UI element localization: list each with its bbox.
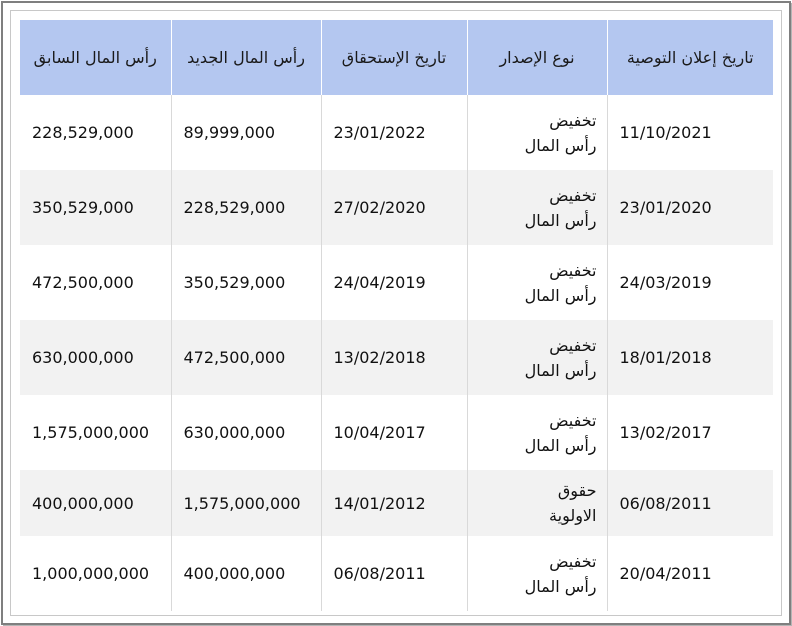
cell-issue-type: تخفيض رأس المال [466, 170, 607, 245]
cell-announcement-date: 11/10/2021 [606, 95, 773, 170]
table-row: 24/03/2019 تخفيض رأس المال 24/04/2019 35… [20, 245, 773, 320]
cell-issue-type: تخفيض رأس المال [466, 320, 607, 395]
cell-due-date: 27/02/2020 [320, 170, 467, 245]
cell-due-date: 14/01/2012 [320, 470, 467, 536]
cell-announcement-date: 20/04/2011 [606, 536, 773, 611]
table-container: تاريخ إعلان التوصية نوع الإصدار تاريخ ال… [10, 10, 782, 616]
header-previous-capital: رأس المال السابق [20, 20, 171, 95]
table-header-row: تاريخ إعلان التوصية نوع الإصدار تاريخ ال… [20, 20, 773, 95]
cell-previous-capital: 1,575,000,000 [20, 395, 171, 470]
table-row: 13/02/2017 تخفيض رأس المال 10/04/2017 63… [20, 395, 773, 470]
cell-new-capital: 350,529,000 [170, 245, 321, 320]
cell-new-capital: 400,000,000 [170, 536, 321, 611]
cell-previous-capital: 350,529,000 [20, 170, 171, 245]
cell-previous-capital: 228,529,000 [20, 95, 171, 170]
capital-history-table: تاريخ إعلان التوصية نوع الإصدار تاريخ ال… [20, 20, 773, 611]
cell-due-date: 10/04/2017 [320, 395, 467, 470]
cell-issue-type: تخفيض رأس المال [466, 95, 607, 170]
cell-previous-capital: 472,500,000 [20, 245, 171, 320]
cell-new-capital: 630,000,000 [170, 395, 321, 470]
table-row: 18/01/2018 تخفيض رأس المال 13/02/2018 47… [20, 320, 773, 395]
table-row: 11/10/2021 تخفيض رأس المال 23/01/2022 89… [20, 95, 773, 170]
cell-due-date: 06/08/2011 [320, 536, 467, 611]
header-issue-type: نوع الإصدار [466, 20, 607, 95]
cell-due-date: 23/01/2022 [320, 95, 467, 170]
cell-issue-type: حقوق الاولوية [466, 470, 607, 536]
cell-announcement-date: 18/01/2018 [606, 320, 773, 395]
cell-previous-capital: 1,000,000,000 [20, 536, 171, 611]
cell-issue-type: تخفيض رأس المال [466, 536, 607, 611]
cell-issue-type: تخفيض رأس المال [466, 245, 607, 320]
cell-new-capital: 472,500,000 [170, 320, 321, 395]
cell-due-date: 13/02/2018 [320, 320, 467, 395]
cell-new-capital: 89,999,000 [170, 95, 321, 170]
cell-new-capital: 228,529,000 [170, 170, 321, 245]
header-due-date: تاريخ الإستحقاق [320, 20, 467, 95]
cell-previous-capital: 400,000,000 [20, 470, 171, 536]
table-row: 23/01/2020 تخفيض رأس المال 27/02/2020 22… [20, 170, 773, 245]
cell-announcement-date: 13/02/2017 [606, 395, 773, 470]
header-announcement-date: تاريخ إعلان التوصية [606, 20, 773, 95]
header-new-capital: رأس المال الجديد [170, 20, 321, 95]
table-row: 20/04/2011 تخفيض رأس المال 06/08/2011 40… [20, 536, 773, 611]
cell-announcement-date: 23/01/2020 [606, 170, 773, 245]
cell-previous-capital: 630,000,000 [20, 320, 171, 395]
cell-new-capital: 1,575,000,000 [170, 470, 321, 536]
table-row: 06/08/2011 حقوق الاولوية 14/01/2012 1,57… [20, 470, 773, 536]
cell-announcement-date: 24/03/2019 [606, 245, 773, 320]
cell-due-date: 24/04/2019 [320, 245, 467, 320]
cell-announcement-date: 06/08/2011 [606, 470, 773, 536]
cell-issue-type: تخفيض رأس المال [466, 395, 607, 470]
